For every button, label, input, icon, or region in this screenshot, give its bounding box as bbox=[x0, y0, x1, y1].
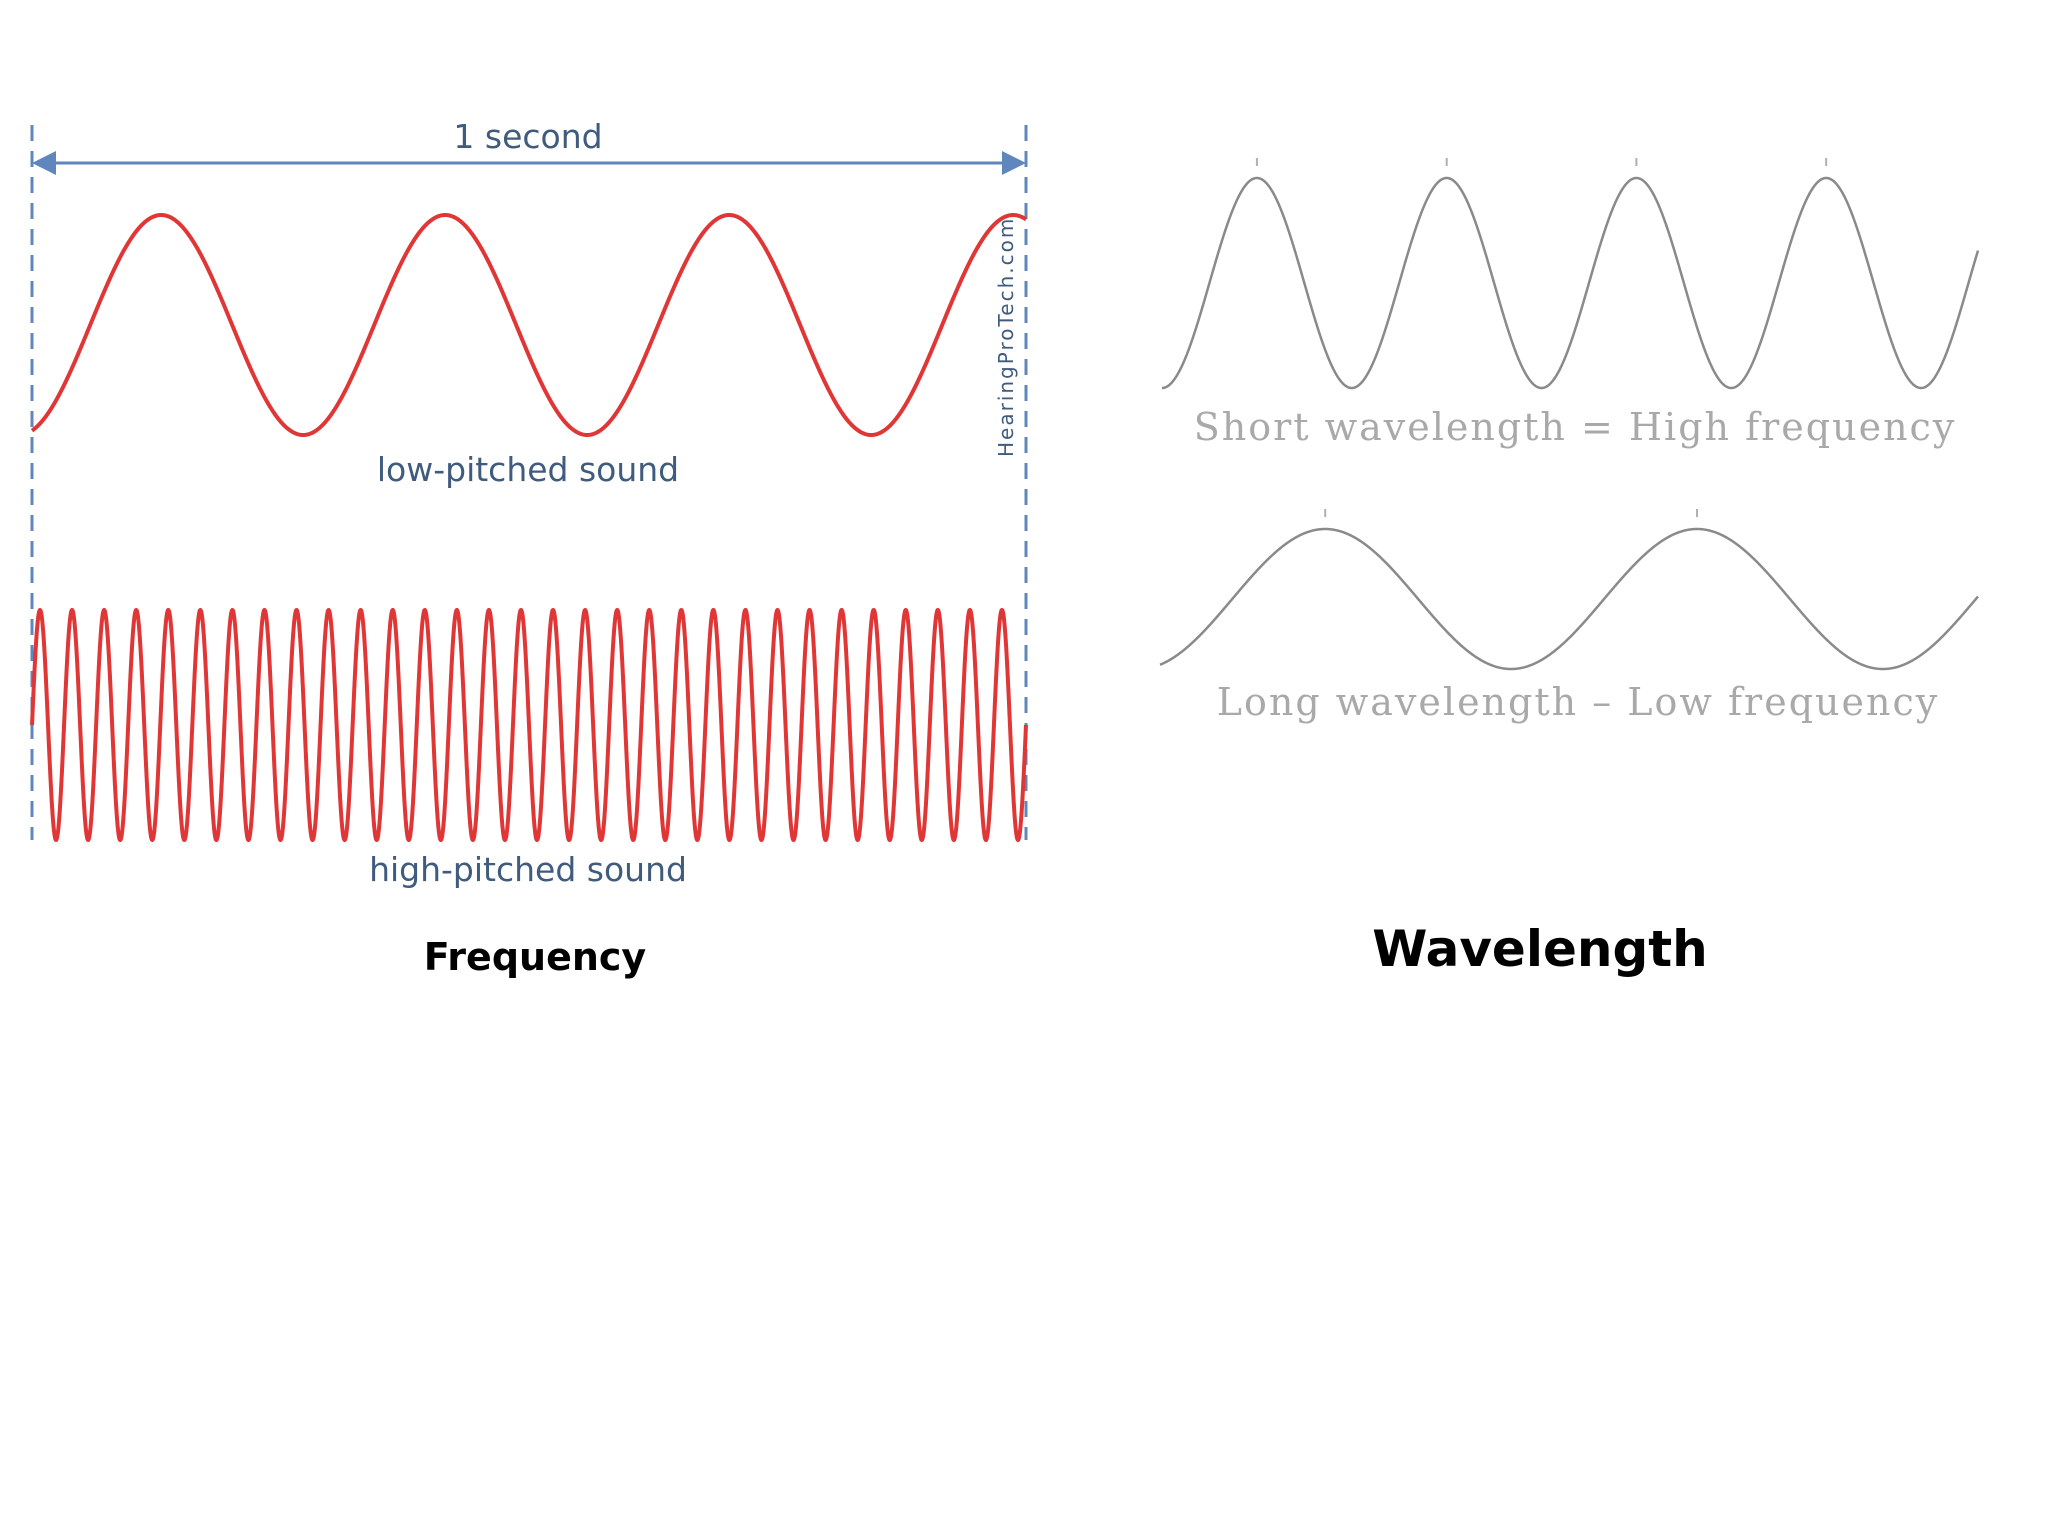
low-pitched-label: low-pitched sound bbox=[377, 450, 679, 489]
high-pitched-wave bbox=[30, 607, 1028, 843]
high-pitched-label: high-pitched sound bbox=[369, 850, 687, 889]
low-pitched-wave bbox=[30, 212, 1028, 438]
long-wavelength-label: Long wavelength – Low frequency bbox=[1217, 680, 1939, 724]
short-wave-crest-ticks bbox=[1255, 158, 1828, 166]
time-span-arrow: 1 second bbox=[30, 117, 1028, 840]
span-label: 1 second bbox=[453, 117, 602, 156]
long-wave-crest-ticks bbox=[1324, 509, 1698, 517]
long-wavelength-wave bbox=[1159, 527, 1979, 671]
wavelength-caption: Wavelength bbox=[1372, 920, 1708, 978]
frequency-diagram: 1 second low-pitched sound high-pitched … bbox=[30, 117, 1028, 889]
short-wavelength-label: Short wavelength = High frequency bbox=[1194, 405, 1957, 449]
span-arrow-right-head bbox=[1002, 151, 1026, 175]
short-wavelength-wave bbox=[1161, 176, 1980, 390]
wavelength-diagram: Short wavelength = High frequency Long w… bbox=[1159, 158, 1980, 724]
credit-watermark: HearingProTech.com bbox=[994, 217, 1018, 457]
span-arrow-left-head bbox=[32, 151, 56, 175]
frequency-caption: Frequency bbox=[423, 935, 647, 979]
